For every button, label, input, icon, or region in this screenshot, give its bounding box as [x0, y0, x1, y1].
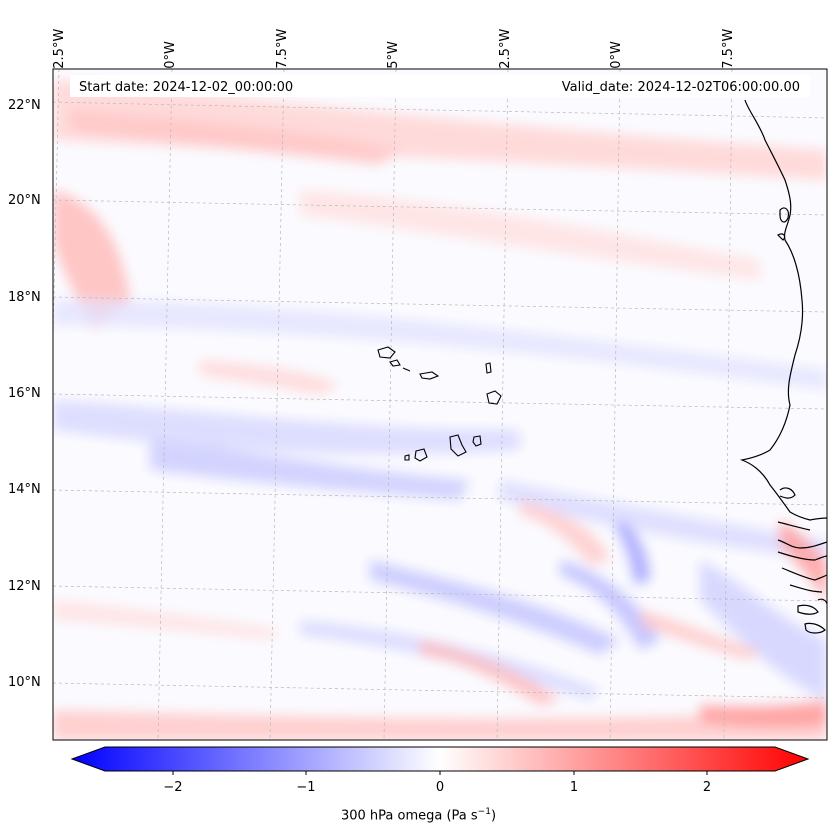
colorbar-bar	[70, 746, 810, 772]
lat-label-12n: 12°N	[8, 579, 41, 594]
colorbar-label-end: )	[490, 808, 497, 824]
lat-label-18n: 18°N	[8, 290, 41, 305]
colorbar-label: 300 hPa omega (Pa s−1)	[0, 807, 837, 823]
lat-label-22n: 22°N	[8, 98, 41, 113]
colorbar-label-main: 300 hPa omega (Pa s	[340, 808, 478, 824]
cape-verde-islands	[377, 346, 502, 462]
colorbar-tick-2: 2	[702, 780, 712, 795]
colorbar	[70, 746, 810, 775]
island-sal	[485, 362, 492, 374]
start-date-text: Start date: 2024-12-02_00:00:00	[79, 80, 293, 95]
colorbar-tick-neg1: −1	[296, 780, 316, 795]
colorbar-tick-1: 1	[569, 780, 579, 795]
colorbar-tick-marks	[172, 771, 708, 775]
coastline-main	[739, 99, 827, 521]
island-sao-nicolau	[419, 371, 440, 380]
island-santo-antao	[377, 346, 396, 359]
valid-date-text: Valid_date: 2024-12-02T06:00:00.00	[562, 80, 800, 95]
lat-label-16n: 16°N	[8, 386, 41, 401]
island-boa-vista	[486, 390, 502, 405]
map-frame	[52, 68, 828, 741]
lat-label-20n: 20°N	[8, 193, 41, 208]
island-brava	[404, 454, 410, 461]
island-sao-vicente	[389, 359, 401, 367]
island-maio	[472, 435, 482, 447]
lat-label-10n: 10°N	[8, 675, 41, 690]
header-box	[70, 75, 810, 97]
lat-label-14n: 14°N	[8, 482, 41, 497]
colorbar-tick-0: 0	[435, 780, 445, 795]
gridlines	[53, 69, 827, 740]
coastline-bay	[779, 207, 790, 223]
island-santiago	[449, 434, 467, 457]
omega-anomaly-patches	[53, 80, 827, 740]
colorbar-tick-neg2: −2	[163, 780, 183, 795]
african-coastline	[739, 99, 827, 634]
island-fogo	[414, 448, 428, 462]
omega-field	[53, 69, 827, 740]
colorbar-label-sup: −1	[477, 807, 491, 817]
